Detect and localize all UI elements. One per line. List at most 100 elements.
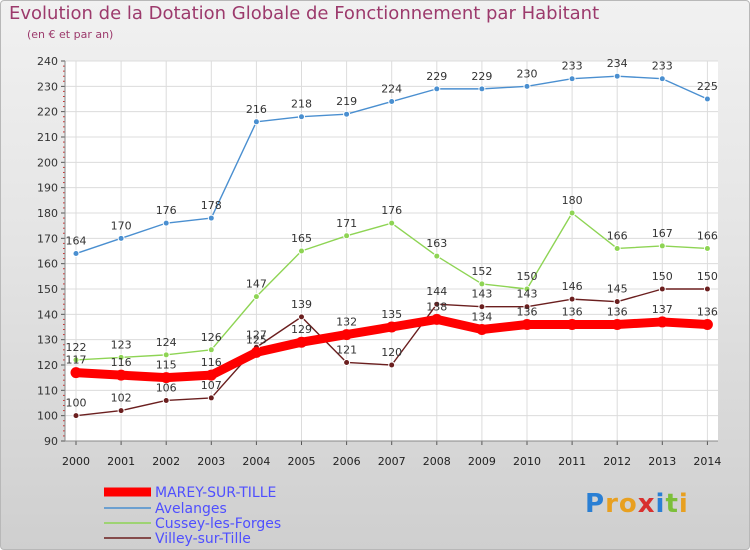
data-point	[162, 351, 170, 359]
y-tick-label: 240	[37, 55, 58, 68]
data-point	[568, 75, 576, 83]
data-point	[478, 303, 486, 311]
data-point	[703, 285, 711, 293]
data-label: 143	[471, 288, 492, 301]
data-label: 143	[517, 288, 538, 301]
data-point	[72, 412, 80, 420]
data-label: 150	[697, 270, 718, 283]
data-point	[568, 209, 576, 217]
y-tick-label: 150	[37, 283, 58, 296]
data-point	[252, 293, 260, 301]
data-point	[388, 98, 396, 106]
data-point	[521, 318, 533, 330]
data-point	[658, 75, 666, 83]
data-label: 219	[336, 95, 357, 108]
data-point	[296, 336, 307, 348]
data-point	[433, 85, 441, 93]
data-label: 166	[697, 229, 718, 242]
data-label: 170	[111, 219, 132, 232]
y-tick-label: 110	[37, 384, 58, 397]
data-label: 147	[246, 278, 267, 291]
x-tick-label: 2002	[152, 455, 180, 468]
data-label: 120	[381, 346, 402, 359]
data-label: 127	[246, 328, 267, 341]
data-label: 180	[562, 194, 583, 207]
data-label: 218	[291, 98, 312, 111]
data-label: 163	[426, 237, 447, 250]
data-label: 233	[562, 60, 583, 73]
y-tick-label: 190	[37, 182, 58, 195]
y-tick-label: 100	[37, 410, 58, 423]
x-tick-label: 2013	[648, 455, 676, 468]
data-point	[205, 369, 217, 381]
data-label: 230	[517, 67, 538, 80]
data-point	[566, 318, 578, 330]
data-label: 171	[336, 217, 357, 230]
data-point	[70, 367, 82, 379]
data-label: 225	[697, 80, 718, 93]
data-label: 136	[562, 305, 583, 318]
chart-subtitle: (en € et par an)	[27, 28, 114, 41]
data-point	[478, 85, 486, 93]
data-label: 139	[291, 298, 312, 311]
data-point	[298, 247, 305, 255]
data-label: 229	[426, 70, 447, 83]
y-tick-label: 130	[37, 334, 58, 347]
data-label: 126	[201, 331, 222, 344]
legend-label: Avelanges	[155, 501, 227, 517]
y-tick-label: 220	[37, 106, 58, 119]
data-label: 233	[652, 60, 673, 73]
data-label: 234	[607, 57, 628, 70]
data-label: 116	[201, 356, 222, 369]
x-tick-label: 2007	[378, 455, 406, 468]
data-label: 150	[517, 270, 538, 283]
logo-letter: t	[665, 489, 679, 519]
data-point	[207, 394, 215, 402]
data-point	[72, 250, 80, 258]
data-label: 100	[66, 397, 87, 410]
data-point	[162, 396, 170, 404]
data-label: 122	[66, 341, 87, 354]
data-label: 136	[607, 305, 628, 318]
x-tick-label: 2005	[288, 455, 316, 468]
y-tick-label: 140	[37, 308, 58, 321]
data-point	[478, 280, 486, 288]
data-label: 176	[156, 204, 177, 217]
x-tick-label: 2004	[242, 455, 270, 468]
data-label: 164	[66, 235, 87, 248]
legend-label: MAREY-SUR-TILLE	[155, 485, 276, 501]
data-point	[117, 407, 125, 415]
y-tick-label: 230	[37, 80, 58, 93]
data-point	[207, 346, 215, 354]
data-point	[388, 361, 396, 369]
x-tick-label: 2006	[333, 455, 361, 468]
data-label: 123	[111, 338, 132, 351]
data-point	[298, 313, 305, 321]
data-point	[703, 244, 711, 252]
y-tick-label: 90	[44, 435, 58, 448]
data-point	[656, 316, 668, 328]
data-point	[701, 318, 713, 330]
data-label: 145	[607, 283, 628, 296]
data-label: 124	[156, 336, 177, 349]
data-label: 146	[562, 280, 583, 293]
y-tick-label: 160	[37, 258, 58, 271]
data-label: 135	[381, 308, 402, 321]
data-point	[613, 298, 621, 306]
chart-title: Evolution de la Dotation Globale de Fonc…	[9, 3, 600, 24]
data-point	[117, 234, 125, 242]
data-label: 166	[607, 229, 628, 242]
data-label: 107	[201, 379, 222, 392]
data-point	[658, 242, 666, 250]
data-label: 117	[66, 354, 87, 367]
data-point	[343, 358, 351, 366]
data-label: 165	[291, 232, 312, 245]
data-point	[343, 232, 351, 240]
data-point	[298, 113, 305, 121]
data-label: 229	[471, 70, 492, 83]
x-tick-label: 2008	[423, 455, 451, 468]
data-label: 116	[111, 356, 132, 369]
data-point	[703, 95, 711, 103]
data-point	[523, 82, 531, 90]
